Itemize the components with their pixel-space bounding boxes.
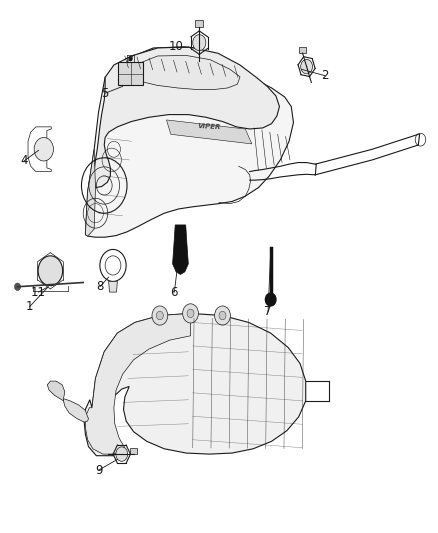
Text: 11: 11 [31, 286, 46, 298]
Circle shape [152, 306, 168, 325]
Circle shape [219, 311, 226, 320]
Text: VIPER: VIPER [198, 123, 221, 131]
Polygon shape [173, 225, 188, 274]
FancyBboxPatch shape [118, 62, 143, 85]
Circle shape [183, 304, 198, 323]
Polygon shape [166, 120, 252, 144]
Circle shape [215, 306, 230, 325]
Text: 1: 1 [26, 300, 34, 313]
Circle shape [193, 35, 206, 51]
FancyBboxPatch shape [195, 20, 203, 27]
Text: 6: 6 [170, 286, 178, 298]
Circle shape [187, 309, 194, 318]
Circle shape [38, 256, 63, 286]
Text: 5: 5 [102, 87, 109, 100]
Text: 10: 10 [169, 41, 184, 53]
Circle shape [265, 293, 276, 306]
Polygon shape [85, 313, 191, 454]
Polygon shape [85, 149, 95, 236]
Text: 2: 2 [321, 69, 329, 82]
Polygon shape [129, 55, 240, 90]
FancyBboxPatch shape [130, 448, 137, 454]
Polygon shape [84, 313, 306, 456]
Circle shape [34, 138, 53, 161]
Text: 4: 4 [20, 155, 28, 167]
Polygon shape [109, 281, 117, 292]
FancyBboxPatch shape [299, 47, 306, 53]
Text: 7: 7 [264, 305, 272, 318]
Circle shape [116, 447, 128, 461]
Text: 8: 8 [96, 280, 103, 293]
Circle shape [156, 311, 163, 320]
Polygon shape [47, 381, 65, 401]
Text: 9: 9 [95, 464, 102, 477]
Polygon shape [85, 47, 293, 237]
Circle shape [14, 283, 21, 290]
Circle shape [128, 56, 133, 61]
Polygon shape [94, 47, 279, 188]
Circle shape [300, 60, 312, 74]
Polygon shape [64, 399, 88, 422]
